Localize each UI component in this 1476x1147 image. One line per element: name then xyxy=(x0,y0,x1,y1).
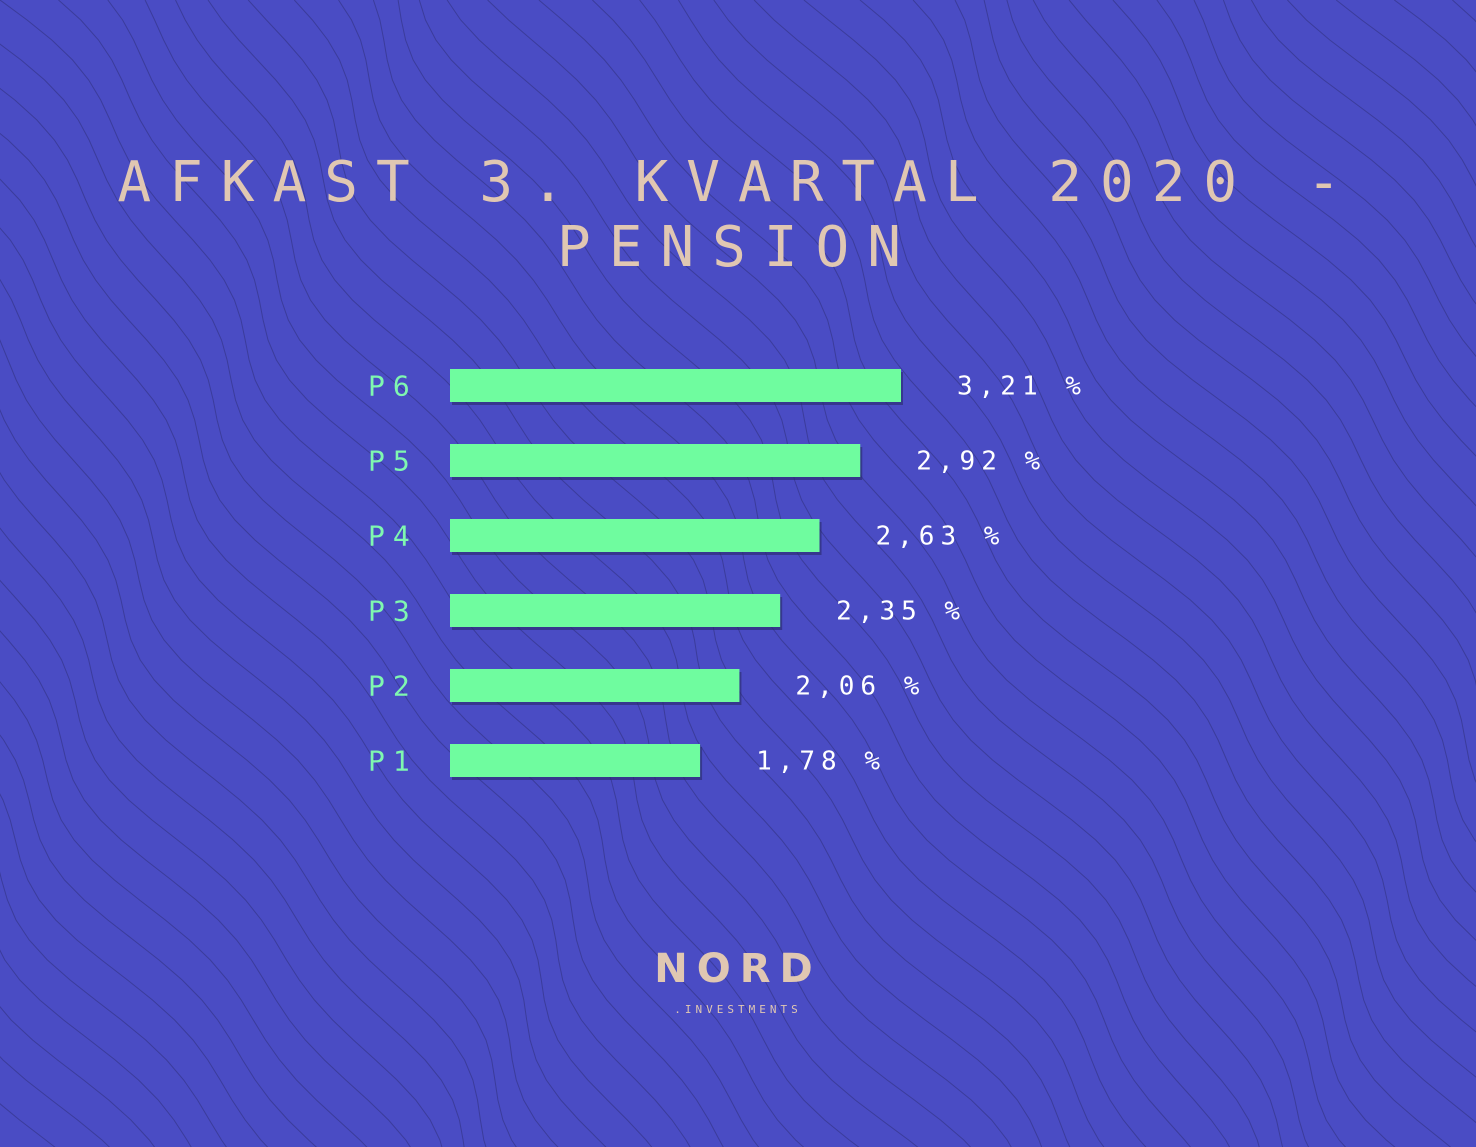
contour-line xyxy=(0,178,691,1147)
bar-p2 xyxy=(450,669,740,702)
contour-line xyxy=(753,0,1476,988)
contour-line xyxy=(0,681,368,1147)
contour-line xyxy=(0,227,653,1147)
contour-line xyxy=(0,87,760,1147)
contour-line xyxy=(397,0,1260,1147)
contour-line xyxy=(1250,0,1476,248)
contour-line xyxy=(0,339,559,1147)
contour-line xyxy=(0,871,227,1147)
category-label-p4: P4 xyxy=(368,520,418,553)
brand-logo: NORD xyxy=(654,946,822,992)
contour-line xyxy=(677,0,1476,1078)
bar-p1 xyxy=(450,744,701,777)
contour-line xyxy=(713,0,1476,1033)
contour-line xyxy=(0,43,805,1147)
contour-line xyxy=(1032,0,1476,558)
contour-line xyxy=(1112,0,1476,457)
contour-line xyxy=(0,630,411,1147)
contour-line xyxy=(1222,0,1476,305)
value-label-p6: 3,21 % xyxy=(957,372,1087,402)
bar-p5 xyxy=(450,444,861,477)
contour-line xyxy=(912,0,1476,843)
contour-line xyxy=(0,527,465,1147)
contour-line xyxy=(0,579,443,1147)
brand-subtitle: .INVESTMENTS xyxy=(674,1003,802,1016)
value-label-p1: 1,78 % xyxy=(756,747,886,777)
category-label-p1: P1 xyxy=(368,745,418,778)
contour-line xyxy=(372,0,1231,1147)
contour-line xyxy=(1068,0,1476,507)
value-label-p3: 2,35 % xyxy=(836,597,966,627)
category-label-p5: P5 xyxy=(368,445,418,478)
value-label-p2: 2,06 % xyxy=(795,672,925,702)
contour-line xyxy=(0,132,724,1147)
contour-line xyxy=(0,734,317,1147)
contour-line xyxy=(487,0,1347,1147)
contour-line xyxy=(803,0,1476,941)
category-label-p3: P3 xyxy=(368,595,418,628)
bar-p3 xyxy=(450,594,781,627)
value-label-p5: 2,92 % xyxy=(916,447,1046,477)
contour-line xyxy=(418,0,1284,1147)
contour-line xyxy=(446,0,1310,1147)
contour-line xyxy=(592,0,1452,1147)
chart-title: AFKAST 3. KVARTAL 2020 - PENSION xyxy=(117,150,1359,280)
bar-p4 xyxy=(450,519,820,552)
contour-line xyxy=(983,0,1476,687)
contour-line xyxy=(1193,0,1476,358)
contour-line xyxy=(0,471,487,1147)
category-label-p2: P2 xyxy=(368,670,418,703)
contour-line xyxy=(1006,0,1476,614)
bar-p6 xyxy=(450,369,901,402)
contour-line xyxy=(1156,0,1476,408)
contour-line xyxy=(0,949,192,1147)
contour-line xyxy=(538,0,1396,1147)
contour-line xyxy=(859,0,1476,893)
contour-line xyxy=(0,278,607,1147)
contour-line xyxy=(639,0,1476,1124)
category-label-p6: P6 xyxy=(368,370,418,403)
contour-line xyxy=(0,793,269,1147)
contour-line xyxy=(0,408,517,1147)
value-label-p4: 2,63 % xyxy=(876,522,1006,552)
contour-line xyxy=(954,0,1476,783)
